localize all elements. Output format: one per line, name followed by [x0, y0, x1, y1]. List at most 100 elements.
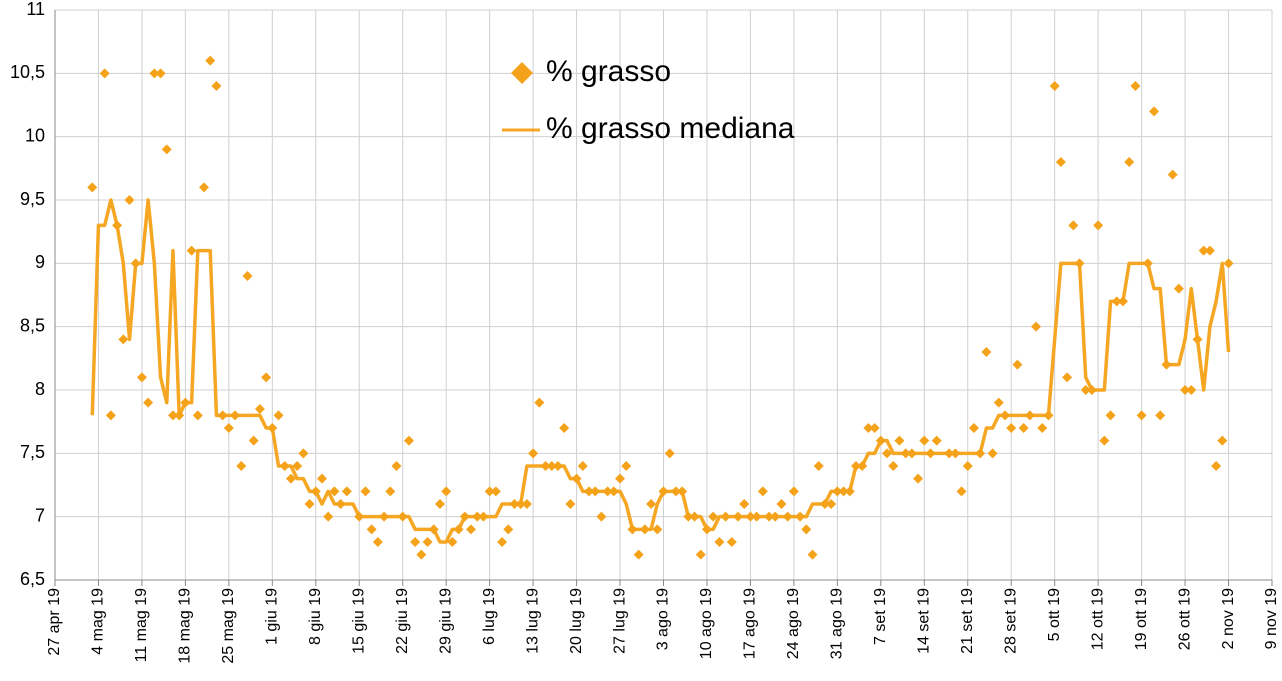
data-point	[391, 461, 402, 471]
data-point	[484, 486, 495, 497]
data-point	[248, 435, 259, 446]
data-point	[466, 524, 477, 535]
data-point	[1180, 385, 1191, 395]
data-point	[1012, 359, 1023, 370]
data-point	[1037, 423, 1048, 433]
data-point	[1130, 81, 1141, 91]
data-point	[422, 537, 433, 547]
data-point	[1105, 410, 1116, 421]
data-point	[298, 448, 309, 459]
data-point	[801, 524, 812, 535]
data-point	[428, 524, 439, 535]
data-point	[590, 486, 601, 497]
data-point	[1062, 372, 1073, 383]
x-tick-label: 25 mag 19	[220, 588, 237, 664]
data-point	[944, 448, 955, 459]
data-point	[186, 245, 197, 256]
data-point	[919, 435, 930, 446]
data-point	[826, 499, 837, 509]
data-point	[261, 372, 272, 383]
data-point	[174, 410, 185, 421]
y-tick-label: 11	[26, 0, 45, 19]
data-point	[1192, 334, 1203, 345]
data-point	[664, 448, 675, 459]
data-point	[726, 537, 737, 547]
data-point	[441, 486, 452, 497]
data-point	[192, 410, 203, 421]
data-point	[87, 182, 98, 193]
data-point	[795, 511, 806, 522]
data-point	[223, 423, 234, 433]
data-point	[1211, 461, 1222, 471]
data-point	[993, 397, 1004, 408]
data-point	[583, 486, 594, 497]
data-point	[180, 397, 191, 408]
data-point	[1136, 410, 1147, 421]
data-point	[99, 68, 110, 79]
x-tick-label: 11 mag 19	[133, 588, 150, 663]
data-point	[1093, 220, 1104, 231]
data-point	[236, 461, 247, 471]
data-point	[639, 524, 650, 535]
x-tick-label: 20 lug 19	[568, 588, 585, 654]
data-point	[1031, 321, 1042, 332]
data-point	[1043, 410, 1054, 421]
data-point	[683, 511, 694, 522]
data-point	[118, 334, 129, 345]
x-tick-label: 3 ago 19	[655, 588, 672, 650]
data-point	[416, 549, 427, 560]
data-point	[869, 423, 880, 433]
data-point	[521, 499, 532, 509]
data-point	[925, 448, 936, 459]
data-point	[882, 448, 893, 459]
data-point	[1080, 385, 1091, 395]
data-point	[776, 499, 787, 509]
data-point	[1049, 81, 1060, 91]
data-point	[751, 511, 762, 522]
data-point	[528, 448, 539, 459]
x-tick-label: 15 giu 19	[350, 588, 367, 654]
data-point	[546, 461, 557, 471]
legend-label: % grasso	[546, 55, 671, 88]
data-point	[1217, 435, 1228, 446]
data-point	[211, 81, 222, 91]
data-point	[1024, 410, 1035, 421]
data-point	[434, 499, 445, 509]
data-point	[888, 461, 899, 471]
data-point	[670, 486, 681, 497]
data-point	[341, 486, 352, 497]
data-point	[968, 423, 979, 433]
x-tick-label: 4 mag 19	[90, 588, 107, 655]
data-point	[217, 410, 228, 421]
data-point	[913, 473, 924, 484]
data-point	[167, 410, 178, 421]
x-tick-label: 31 ago 19	[829, 588, 846, 659]
data-point	[447, 537, 458, 547]
x-tick-label: 27 apr 19	[46, 588, 63, 656]
data-point	[720, 511, 731, 522]
x-tick-label: 6 lug 19	[481, 588, 498, 645]
data-point	[379, 511, 390, 522]
data-point	[1186, 385, 1197, 395]
legend-label: % grasso mediana	[546, 112, 795, 145]
data-point	[199, 182, 210, 193]
data-point	[1124, 157, 1135, 167]
legend: % grasso % grasso mediana	[502, 55, 795, 145]
data-point	[136, 372, 147, 383]
data-point	[646, 499, 657, 509]
data-point	[1086, 385, 1097, 395]
y-tick-label: 9	[35, 252, 45, 272]
data-point	[695, 549, 706, 560]
data-point	[497, 537, 508, 547]
data-point	[701, 524, 712, 535]
y-tick-label: 8,5	[20, 315, 45, 335]
data-point	[130, 258, 141, 269]
y-tick-label: 7	[35, 505, 45, 525]
data-point	[161, 144, 172, 155]
y-tick-label: 6,5	[20, 569, 45, 589]
data-point	[205, 55, 216, 66]
data-point	[975, 448, 986, 459]
data-point	[819, 499, 830, 509]
grid: 6,5 7 7,5 8 8,5 9 9,5 10 10,5 11 27 apr 19 4 mag 19…	[10, 0, 1280, 664]
data-point	[515, 499, 526, 509]
